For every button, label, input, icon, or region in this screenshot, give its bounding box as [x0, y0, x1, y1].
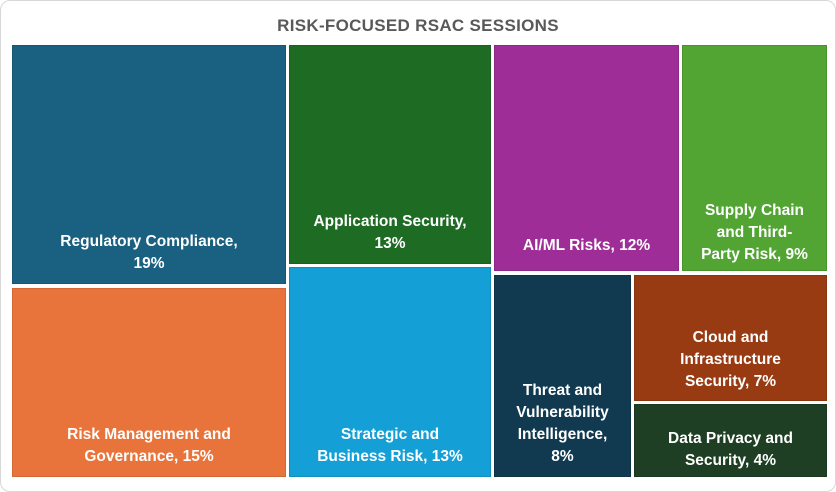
tile-label-aiml-risks: AI/ML Risks, 12% [522, 237, 651, 254]
treemap-tile-regulatory-compliance: Regulatory Compliance, 19% [12, 45, 286, 284]
tile-label-cloud-infrastructure-security: Cloud and Infrastructure Security, 7% [680, 329, 781, 390]
treemap-tile-cloud-infrastructure-security: Cloud and Infrastructure Security, 7% [634, 275, 827, 401]
treemap-tile-data-privacy-security: Data Privacy and Security, 4% [634, 404, 827, 477]
treemap-tile-threat-vulnerability-intelligence: Threat and Vulnerability Intelligence, 8… [494, 275, 631, 477]
tile-label-threat-vulnerability-intelligence: Threat and Vulnerability Intelligence, 8… [516, 382, 609, 465]
treemap-tile-strategic-business-risk: Strategic and Business Risk, 13% [289, 267, 491, 477]
treemap-tile-risk-management-governance: Risk Management and Governance, 15% [12, 288, 286, 477]
tile-label-application-security: Application Security, 13% [313, 213, 467, 252]
treemap-tile-aiml-risks: AI/ML Risks, 12% [494, 45, 679, 271]
tile-label-data-privacy-security: Data Privacy and Security, 4% [668, 430, 793, 469]
chart-title: RISK-FOCUSED RSAC SESSIONS [277, 16, 559, 35]
tile-label-regulatory-compliance: Regulatory Compliance, 19% [60, 233, 238, 272]
treemap-tile-supply-chain-third-party-risk: Supply Chain and Third- Party Risk, 9% [682, 45, 827, 271]
tile-label-supply-chain-third-party-risk: Supply Chain and Third- Party Risk, 9% [701, 202, 808, 263]
treemap-tile-application-security: Application Security, 13% [289, 45, 491, 264]
tile-label-strategic-business-risk: Strategic and Business Risk, 13% [317, 426, 463, 465]
tile-label-risk-management-governance: Risk Management and Governance, 15% [67, 426, 231, 465]
